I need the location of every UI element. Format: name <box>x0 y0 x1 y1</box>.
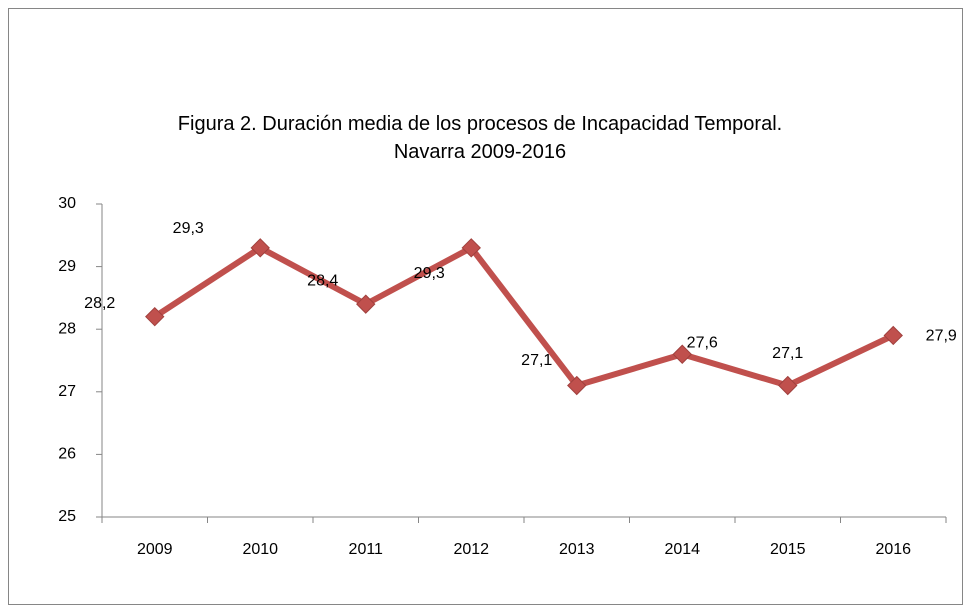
data-label: 27,9 <box>926 328 957 345</box>
data-marker <box>356 294 376 314</box>
y-tick-label: 29 <box>58 258 76 275</box>
data-marker <box>461 238 481 258</box>
data-label: 28,2 <box>84 295 115 312</box>
data-marker <box>145 306 165 327</box>
data-label: 27,6 <box>687 334 718 351</box>
y-tick-label: 27 <box>58 383 76 400</box>
chart-title: Figura 2. Duración media de los procesos… <box>177 113 783 163</box>
x-tick-label: 2015 <box>770 541 806 558</box>
data-label: 28,4 <box>307 272 338 289</box>
data-marker <box>250 238 270 258</box>
data-marker <box>778 375 798 396</box>
x-tick-label: 2011 <box>349 541 384 558</box>
y-tick-label: 25 <box>58 508 76 525</box>
y-tick-label: 30 <box>58 195 76 212</box>
data-label: 27,1 <box>521 352 552 369</box>
x-tick-label: 2012 <box>453 541 489 558</box>
x-tick-label: 2014 <box>664 541 700 558</box>
x-tick-label: 2010 <box>242 541 278 558</box>
data-label: 29,3 <box>414 265 445 282</box>
x-tick-label: 2009 <box>137 541 173 558</box>
y-tick-label: 26 <box>58 446 76 463</box>
data-label: 29,3 <box>173 220 204 237</box>
chart-frame <box>8 8 963 605</box>
x-tick-label: 2016 <box>875 541 911 558</box>
data-line <box>153 244 895 389</box>
x-tick-label: 2013 <box>559 541 595 558</box>
data-marker <box>672 344 692 364</box>
y-tick-label: 28 <box>58 320 76 337</box>
data-label: 27,1 <box>772 345 803 362</box>
data-marker <box>883 325 903 346</box>
data-marker <box>567 375 587 396</box>
